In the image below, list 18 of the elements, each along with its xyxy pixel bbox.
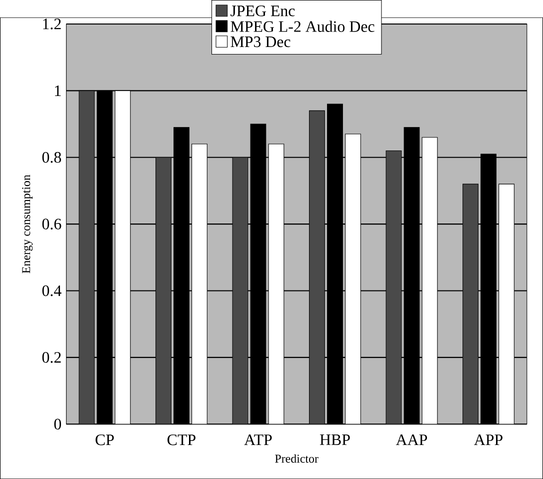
x-tick-label: CTP	[168, 434, 196, 446]
legend-label: MPEG L-2 Audio Dec	[230, 20, 374, 32]
legend-label: JPEG Enc	[230, 5, 295, 16]
y-axis-title: Energy consumption	[22, 174, 33, 274]
y-tick-label: 1.2	[43, 18, 61, 30]
legend-label: MP3 Dec	[230, 36, 290, 48]
y-tick-label: 0.2	[42, 352, 61, 363]
x-tick-label: AAP	[396, 434, 428, 445]
y-tick-label: 0.6	[42, 218, 62, 230]
x-axis-title: Predictor	[275, 454, 318, 463]
y-tick-label: 0.4	[42, 285, 62, 296]
y-tick-label: 0.8	[42, 152, 62, 163]
y-tick-label: 0	[54, 418, 62, 430]
x-tick-label: APP	[474, 434, 502, 445]
x-tick-label: HBP	[320, 434, 350, 445]
x-tick-label: ATP	[244, 434, 272, 445]
y-tick-label: 1	[55, 85, 61, 96]
x-tick-label: CP	[96, 434, 114, 446]
